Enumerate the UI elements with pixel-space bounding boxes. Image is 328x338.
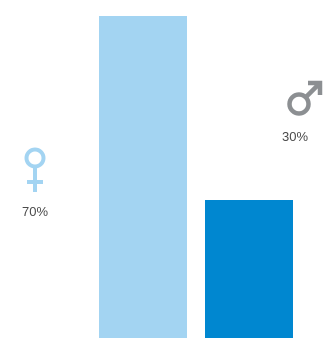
bar-female [99,16,187,338]
bars-group [99,16,293,338]
female-percent-label: 70% [22,204,48,219]
bar-male [205,200,293,338]
female-symbol-icon [24,147,46,192]
male-symbol-icon [287,80,323,116]
male-percent-label: 30% [282,129,308,144]
